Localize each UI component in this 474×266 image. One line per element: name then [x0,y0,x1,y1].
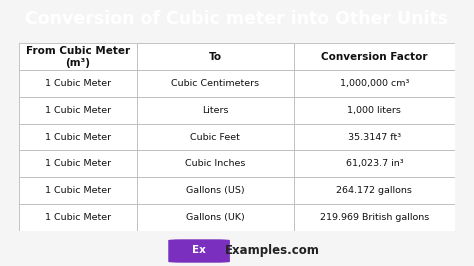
Text: Gallons (UK): Gallons (UK) [186,213,245,222]
Text: Conversion Factor: Conversion Factor [321,52,428,62]
Text: 1 Cubic Meter: 1 Cubic Meter [45,186,111,195]
Text: 1 Cubic Meter: 1 Cubic Meter [45,79,111,88]
Text: To: To [209,52,222,62]
Text: 1,000 liters: 1,000 liters [347,106,401,115]
Bar [19,177,137,204]
Text: 61,023.7 in³: 61,023.7 in³ [346,159,403,168]
Bar [294,177,455,204]
Bar [19,43,137,70]
Bar [19,70,137,97]
Bar [294,204,455,231]
Text: 1,000,000 cm³: 1,000,000 cm³ [340,79,409,88]
Text: 219.969 British gallons: 219.969 British gallons [320,213,429,222]
Text: Examples.com: Examples.com [225,244,320,257]
Text: Cubic Centimeters: Cubic Centimeters [171,79,259,88]
Text: Cubic Inches: Cubic Inches [185,159,246,168]
Text: Ex: Ex [192,246,206,255]
Text: Conversion of Cubic meter into Other Units: Conversion of Cubic meter into Other Uni… [26,10,448,28]
Bar [137,204,294,231]
Text: 264.172 gallons: 264.172 gallons [337,186,412,195]
Text: Cubic Feet: Cubic Feet [190,132,240,142]
Bar [19,97,137,124]
Bar [19,150,137,177]
Bar [137,43,294,70]
Bar [294,97,455,124]
Text: Gallons (US): Gallons (US) [186,186,245,195]
FancyBboxPatch shape [168,239,230,263]
Bar [294,124,455,150]
Bar [294,70,455,97]
Text: 1 Cubic Meter: 1 Cubic Meter [45,132,111,142]
Bar [137,150,294,177]
Bar [137,70,294,97]
Bar [137,177,294,204]
Text: 1 Cubic Meter: 1 Cubic Meter [45,159,111,168]
Text: 35.3147 ft³: 35.3147 ft³ [348,132,401,142]
Bar [19,124,137,150]
Text: From Cubic Meter
(m³): From Cubic Meter (m³) [26,45,130,68]
Bar [19,204,137,231]
Text: 1 Cubic Meter: 1 Cubic Meter [45,106,111,115]
Text: 1 Cubic Meter: 1 Cubic Meter [45,213,111,222]
Bar [294,43,455,70]
Text: Liters: Liters [202,106,228,115]
Bar [137,97,294,124]
Bar [137,124,294,150]
Bar [294,150,455,177]
